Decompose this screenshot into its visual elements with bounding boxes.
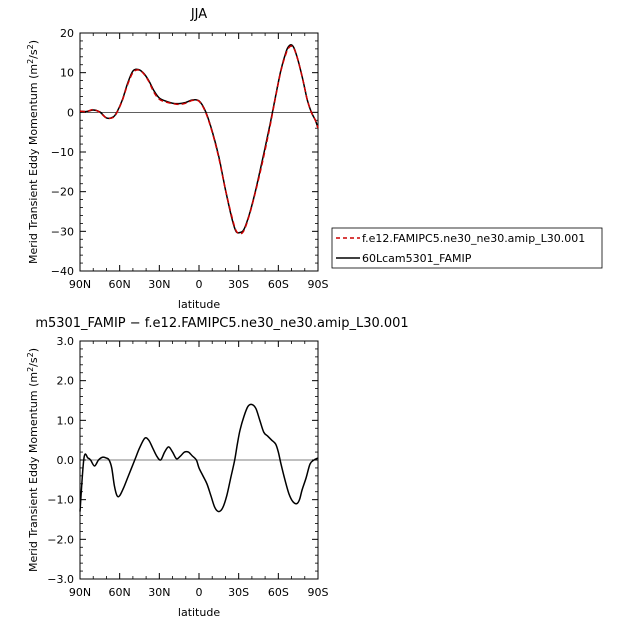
y-axis-title-text: ) [27, 348, 40, 352]
top-y-tick-label: 0 [67, 106, 74, 119]
bottom-x-tick-label: 90S [308, 586, 329, 599]
bottom-y-tick-label: 2.0 [57, 375, 75, 388]
bottom-y-axis-title: Merid Transient Eddy Momentum (m2/s2) [26, 348, 41, 572]
top-plot-frame [79, 32, 319, 272]
bottom-x-tick-label: 60S [268, 586, 289, 599]
legend-label-series-2: 60Lcam5301_FAMIP [362, 252, 472, 265]
y-axis-title-text: ) [27, 40, 40, 44]
top-x-tick-label: 60S [268, 278, 289, 291]
top-panel: JJA 90N 60N 30N 0 30S 60S 90S 20 10 0 −10 −20 −30 −40… [26, 7, 603, 311]
top-x-tick-label: 90S [308, 278, 329, 291]
y-axis-title-text: /s [27, 49, 40, 59]
top-x-axis-title: latitude [178, 298, 220, 311]
bottom-y-tick-label: 1.0 [57, 414, 75, 427]
top-plot-area: 90N 60N 30N 0 30S 60S 90S 20 10 0 −10 −20 −30 −40 [51, 27, 329, 291]
legend-box [331, 227, 603, 269]
bottom-series-group [79, 403, 319, 513]
top-y-tick-label: −10 [51, 146, 74, 159]
top-x-tick-label: 0 [196, 278, 203, 291]
bottom-series-line-1 [79, 403, 319, 513]
bottom-y-tick-label: 3.0 [57, 335, 75, 348]
bottom-x-tick-label: 30S [228, 586, 249, 599]
top-series-line-2 [79, 44, 319, 234]
top-y-tick-label: 20 [60, 27, 74, 40]
top-y-tick-label: −20 [51, 186, 74, 199]
bottom-plot-area: 90N 60N 30N 0 30S 60S 90S 3.0 2.0 1.0 0.0 −1.0 −2.0 −… [47, 335, 328, 599]
bottom-y-tick-label: −3.0 [47, 573, 74, 586]
top-x-tick-label: 30N [148, 278, 170, 291]
legend: f.e12.FAMIPC5.ne30_ne30.amip_L30.001 60L… [331, 227, 603, 269]
top-y-tick-label: −30 [51, 225, 74, 238]
top-y-axis-title: Merid Transient Eddy Momentum (m2/s2) [26, 40, 41, 264]
top-series-group [79, 44, 319, 235]
top-y-tick-label: −40 [51, 265, 74, 278]
y-axis-title-text: Merid Transient Eddy Momentum (m [27, 64, 40, 264]
legend-label-series-1: f.e12.FAMIPC5.ne30_ne30.amip_L30.001 [362, 232, 585, 245]
bottom-y-tick-label: −1.0 [47, 494, 74, 507]
top-axis-ticks: 90N 60N 30N 0 30S 60S 90S 20 10 0 −10 −20 −30 −40 [51, 27, 329, 291]
bottom-x-tick-label: 0 [196, 586, 203, 599]
bottom-x-axis-title: latitude [178, 606, 220, 619]
y-axis-title-text: /s [27, 357, 40, 367]
top-x-tick-label: 60N [109, 278, 131, 291]
top-x-tick-label: 90N [69, 278, 91, 291]
bottom-panel-title: m5301_FAMIP − f.e12.FAMIPC5.ne30_ne30.am… [35, 316, 408, 331]
bottom-y-tick-label: −2.0 [47, 533, 74, 546]
top-x-tick-label: 30S [228, 278, 249, 291]
y-axis-title-text: Merid Transient Eddy Momentum (m [27, 372, 40, 572]
superscript-2: 2 [26, 367, 35, 372]
bottom-axis-ticks: 90N 60N 30N 0 30S 60S 90S 3.0 2.0 1.0 0.0 −1.0 −2.0 −… [47, 335, 328, 599]
bottom-x-tick-label: 90N [69, 586, 91, 599]
bottom-x-tick-label: 30N [148, 586, 170, 599]
bottom-y-tick-label: 0.0 [57, 454, 75, 467]
top-series-line-1 [79, 45, 319, 235]
superscript-2: 2 [26, 59, 35, 64]
top-panel-title: JJA [190, 7, 207, 22]
bottom-panel: m5301_FAMIP − f.e12.FAMIPC5.ne30_ne30.am… [26, 316, 409, 619]
superscript-2: 2 [26, 44, 35, 49]
top-y-tick-label: 10 [60, 67, 74, 80]
bottom-x-tick-label: 60N [109, 586, 131, 599]
superscript-2: 2 [26, 352, 35, 357]
